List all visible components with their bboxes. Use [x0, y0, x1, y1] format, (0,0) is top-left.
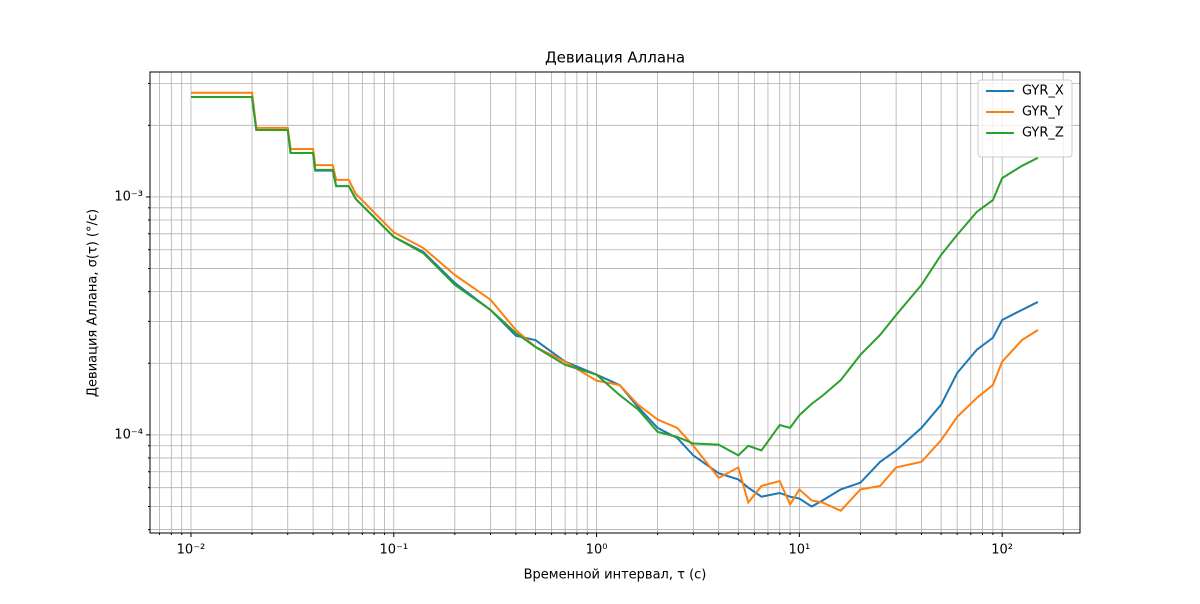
chart-title: Девиация Аллана [545, 49, 685, 67]
y-tick-label: 10⁻⁴ [114, 427, 143, 442]
legend-label: GYR_X [1022, 84, 1064, 99]
y-axis-label: Девиация Аллана, σ(τ) (°/с) [86, 209, 101, 397]
data-line [190, 91, 1039, 512]
x-tick-label: 10⁰ [586, 543, 608, 558]
x-axis-label: Временной интервал, τ (с) [524, 568, 707, 583]
data-line [190, 96, 1039, 457]
x-tick-label: 10⁻¹ [379, 543, 408, 558]
plot-frame [149, 71, 1081, 534]
x-tick-label: 10² [991, 543, 1013, 558]
x-tick-label: 10¹ [788, 543, 810, 558]
legend-box [977, 79, 1073, 158]
x-tick-label: 10⁻² [177, 543, 206, 558]
y-tick-label: 10⁻³ [114, 189, 143, 204]
legend-label: GYR_Y [1022, 105, 1063, 120]
legend-label: GYR_Z [1022, 126, 1064, 141]
